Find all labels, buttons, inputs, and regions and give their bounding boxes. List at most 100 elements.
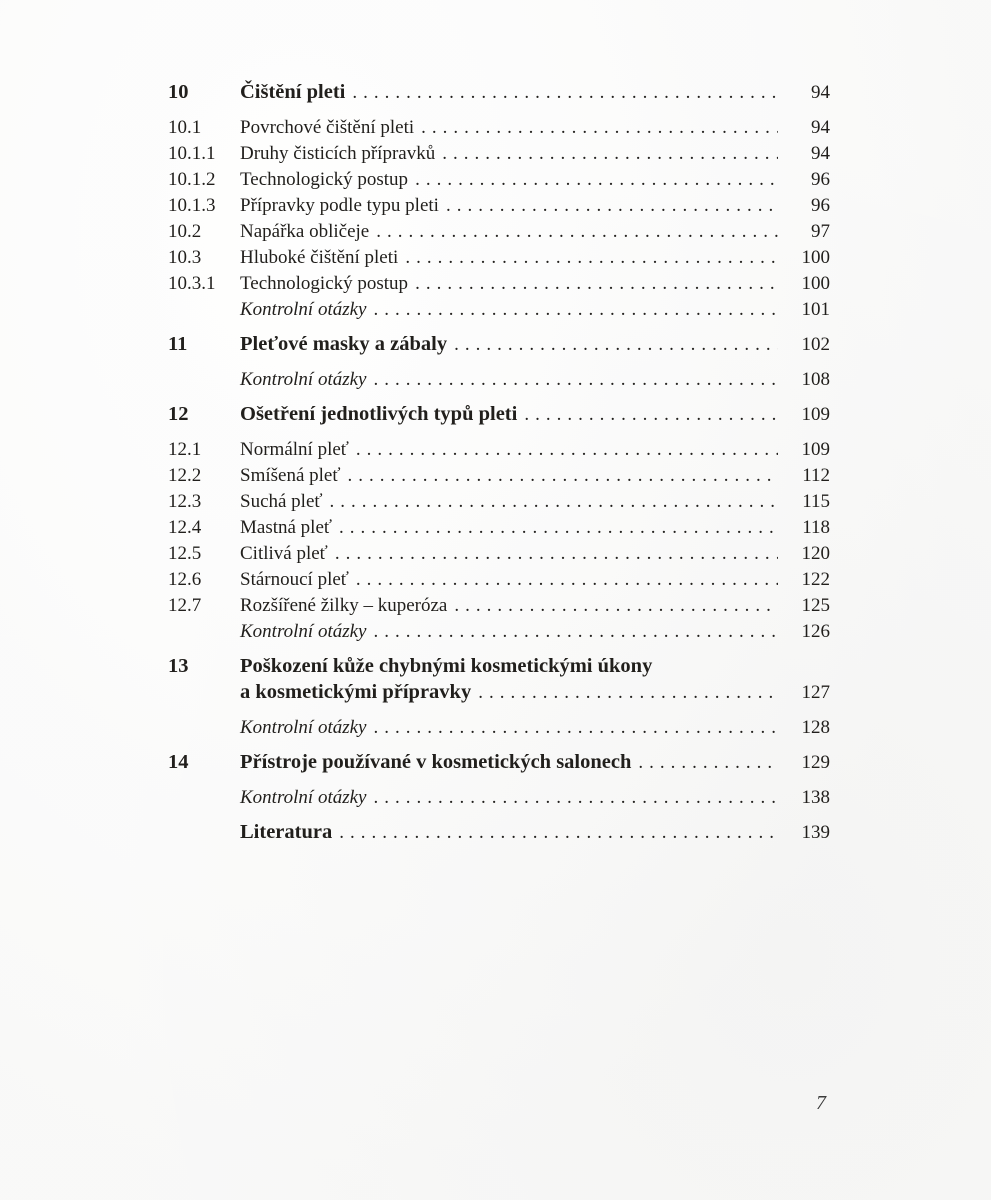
toc-entry-page: 96	[811, 169, 830, 190]
toc-row: 12.1 Normální pleť 109	[168, 437, 830, 463]
dot-leader	[356, 567, 778, 593]
toc-entry-title: Kontrolní otázky	[240, 369, 367, 390]
toc-entry-line: Mastná pleť 118	[240, 515, 830, 541]
toc-row: 10.1.3 Přípravky podle typu pleti 96	[168, 193, 830, 219]
toc-entry-line: Povrchové čištění pleti 94	[240, 115, 830, 141]
toc-entry-line: Citlivá pleť 120	[240, 541, 830, 567]
toc-entry-line: Pleťové masky a zábaly 102	[240, 331, 830, 358]
toc-row: 10.1 Povrchové čištění pleti 94	[168, 115, 830, 141]
toc-entry-title: Přípravky podle typu pleti	[240, 195, 439, 216]
toc-list: 10 Čištění pleti 94 10.1 Povrchové čištění p…	[168, 79, 830, 855]
toc-entry-page: 115	[802, 491, 830, 512]
dot-leader	[347, 463, 778, 489]
toc-entry-title: Kontrolní otázky	[240, 787, 367, 808]
toc-entry-body: Druhy čisticích přípravků 94	[240, 141, 830, 167]
dot-leader	[352, 80, 778, 106]
toc-row: 12.6 Stárnoucí pleť 122	[168, 567, 830, 593]
toc-entry-number: 13	[168, 655, 189, 677]
toc-entry-title: Kontrolní otázky	[240, 621, 367, 642]
toc-row: Kontrolní otázky 128	[168, 715, 830, 741]
dot-leader	[478, 680, 778, 706]
toc-entry-page: 139	[801, 822, 831, 843]
toc-row: 10.3 Hluboké čištění pleti 100	[168, 245, 830, 271]
toc-entry-body: Ošetření jednotlivých typů pleti 109	[240, 401, 830, 428]
toc-row: 12.7 Rozšířené žilky – kuperóza 125	[168, 593, 830, 619]
toc-entry-number: 12.6	[168, 569, 202, 590]
toc-entry-number: 10.1.1	[168, 143, 216, 164]
toc-row: 14 Přístroje používané v kosmetických sal…	[168, 749, 830, 776]
dot-leader	[374, 367, 779, 393]
toc-entry-body: Mastná pleť 118	[240, 515, 830, 541]
dot-leader	[442, 141, 778, 167]
toc-entry-line: Kontrolní otázky 108	[240, 367, 830, 393]
toc-row: 10 Čištění pleti 94	[168, 79, 830, 106]
toc-entry-page: 102	[801, 334, 831, 355]
toc-entry-line: Kontrolní otázky 101	[240, 297, 830, 323]
toc-entry-body: Pleťové masky a zábaly 102	[240, 331, 830, 358]
toc-entry-page: 108	[801, 369, 831, 390]
toc-row: Literatura 139	[168, 819, 830, 846]
dot-leader	[356, 437, 778, 463]
dot-leader	[330, 489, 778, 515]
toc-entry-page: 125	[801, 595, 831, 616]
toc-entry-line: Čištění pleti 94	[240, 79, 830, 106]
dot-leader	[446, 193, 778, 219]
toc-row: 11 Pleťové masky a zábaly 102	[168, 331, 830, 358]
dot-leader	[339, 820, 778, 846]
toc-entry-title: Kontrolní otázky	[240, 717, 367, 738]
toc-entry-line: Přípravky podle typu pleti 96	[240, 193, 830, 219]
toc-entry-page: 94	[811, 117, 830, 138]
toc-entry-title: Smíšená pleť	[240, 465, 341, 486]
toc-entry-line: Ošetření jednotlivých typů pleti 109	[240, 401, 830, 428]
toc-entry-page: 118	[802, 517, 830, 538]
dot-leader	[454, 332, 778, 358]
toc-entry-number: 10.1.2	[168, 169, 216, 190]
page-number: 7	[816, 1092, 826, 1114]
toc-entry-page: 100	[801, 247, 831, 268]
dot-leader	[374, 297, 779, 323]
toc-entry-body: Normální pleť 109	[240, 437, 830, 463]
toc-entry-title: Povrchové čištění pleti	[240, 117, 415, 138]
dot-leader	[454, 593, 778, 619]
dot-leader	[638, 750, 778, 776]
toc-entry-body: Povrchové čištění pleti 94	[240, 115, 830, 141]
toc-entry-line: Stárnoucí pleť 122	[240, 567, 830, 593]
toc-entry-title: Ošetření jednotlivých typů pleti	[240, 403, 518, 425]
toc-entry-page: 94	[811, 143, 830, 164]
toc-entry-number: 10.1	[168, 117, 202, 138]
dot-leader	[376, 219, 778, 245]
toc-entry-line: Kontrolní otázky 138	[240, 785, 830, 811]
toc-entry-line: Technologický postup 96	[240, 167, 830, 193]
toc-entry-line: a kosmetickými přípravky 127	[240, 679, 830, 706]
toc-entry-page: 126	[801, 621, 831, 642]
toc-entry-title: Literatura	[240, 821, 333, 843]
toc-entry-body: Rozšířené žilky – kuperóza 125	[240, 593, 830, 619]
toc-entry-page: 101	[801, 299, 831, 320]
toc-entry-number: 12.7	[168, 595, 202, 616]
toc-entry-title: Hluboké čištění pleti	[240, 247, 399, 268]
toc-entry-page: 127	[801, 682, 831, 703]
toc-entry-page: 96	[811, 195, 830, 216]
toc-entry-title: Druhy čisticích přípravků	[240, 143, 436, 164]
dot-leader	[415, 271, 778, 297]
toc-entry-body: Technologický postup 96	[240, 167, 830, 193]
toc-entry-number: 10.3	[168, 247, 202, 268]
toc-entry-title: Suchá pleť	[240, 491, 323, 512]
toc-row: 10.1.1 Druhy čisticích přípravků 94	[168, 141, 830, 167]
toc-entry-body: Technologický postup 100	[240, 271, 830, 297]
toc-entry-page: 138	[801, 787, 831, 808]
toc-entry-number: 12.2	[168, 465, 202, 486]
toc-entry-body: Literatura 139	[240, 819, 830, 846]
toc-entry-title: Citlivá pleť	[240, 543, 328, 564]
toc-entry-line: Napářka obličeje 97	[240, 219, 830, 245]
toc-entry-page: 129	[801, 752, 831, 773]
toc-entry-page: 100	[801, 273, 831, 294]
toc-entry-number: 10	[168, 81, 189, 103]
toc-entry-line: Rozšířené žilky – kuperóza 125	[240, 593, 830, 619]
toc-row: 12 Ošetření jednotlivých typů pleti 109	[168, 401, 830, 428]
toc-entry-number: 10.3.1	[168, 273, 216, 294]
toc-entry-body: Čištění pleti 94	[240, 79, 830, 106]
dot-leader	[415, 167, 778, 193]
toc-entry-line: Poškození kůže chybnými kosmetickými úko…	[240, 653, 830, 679]
